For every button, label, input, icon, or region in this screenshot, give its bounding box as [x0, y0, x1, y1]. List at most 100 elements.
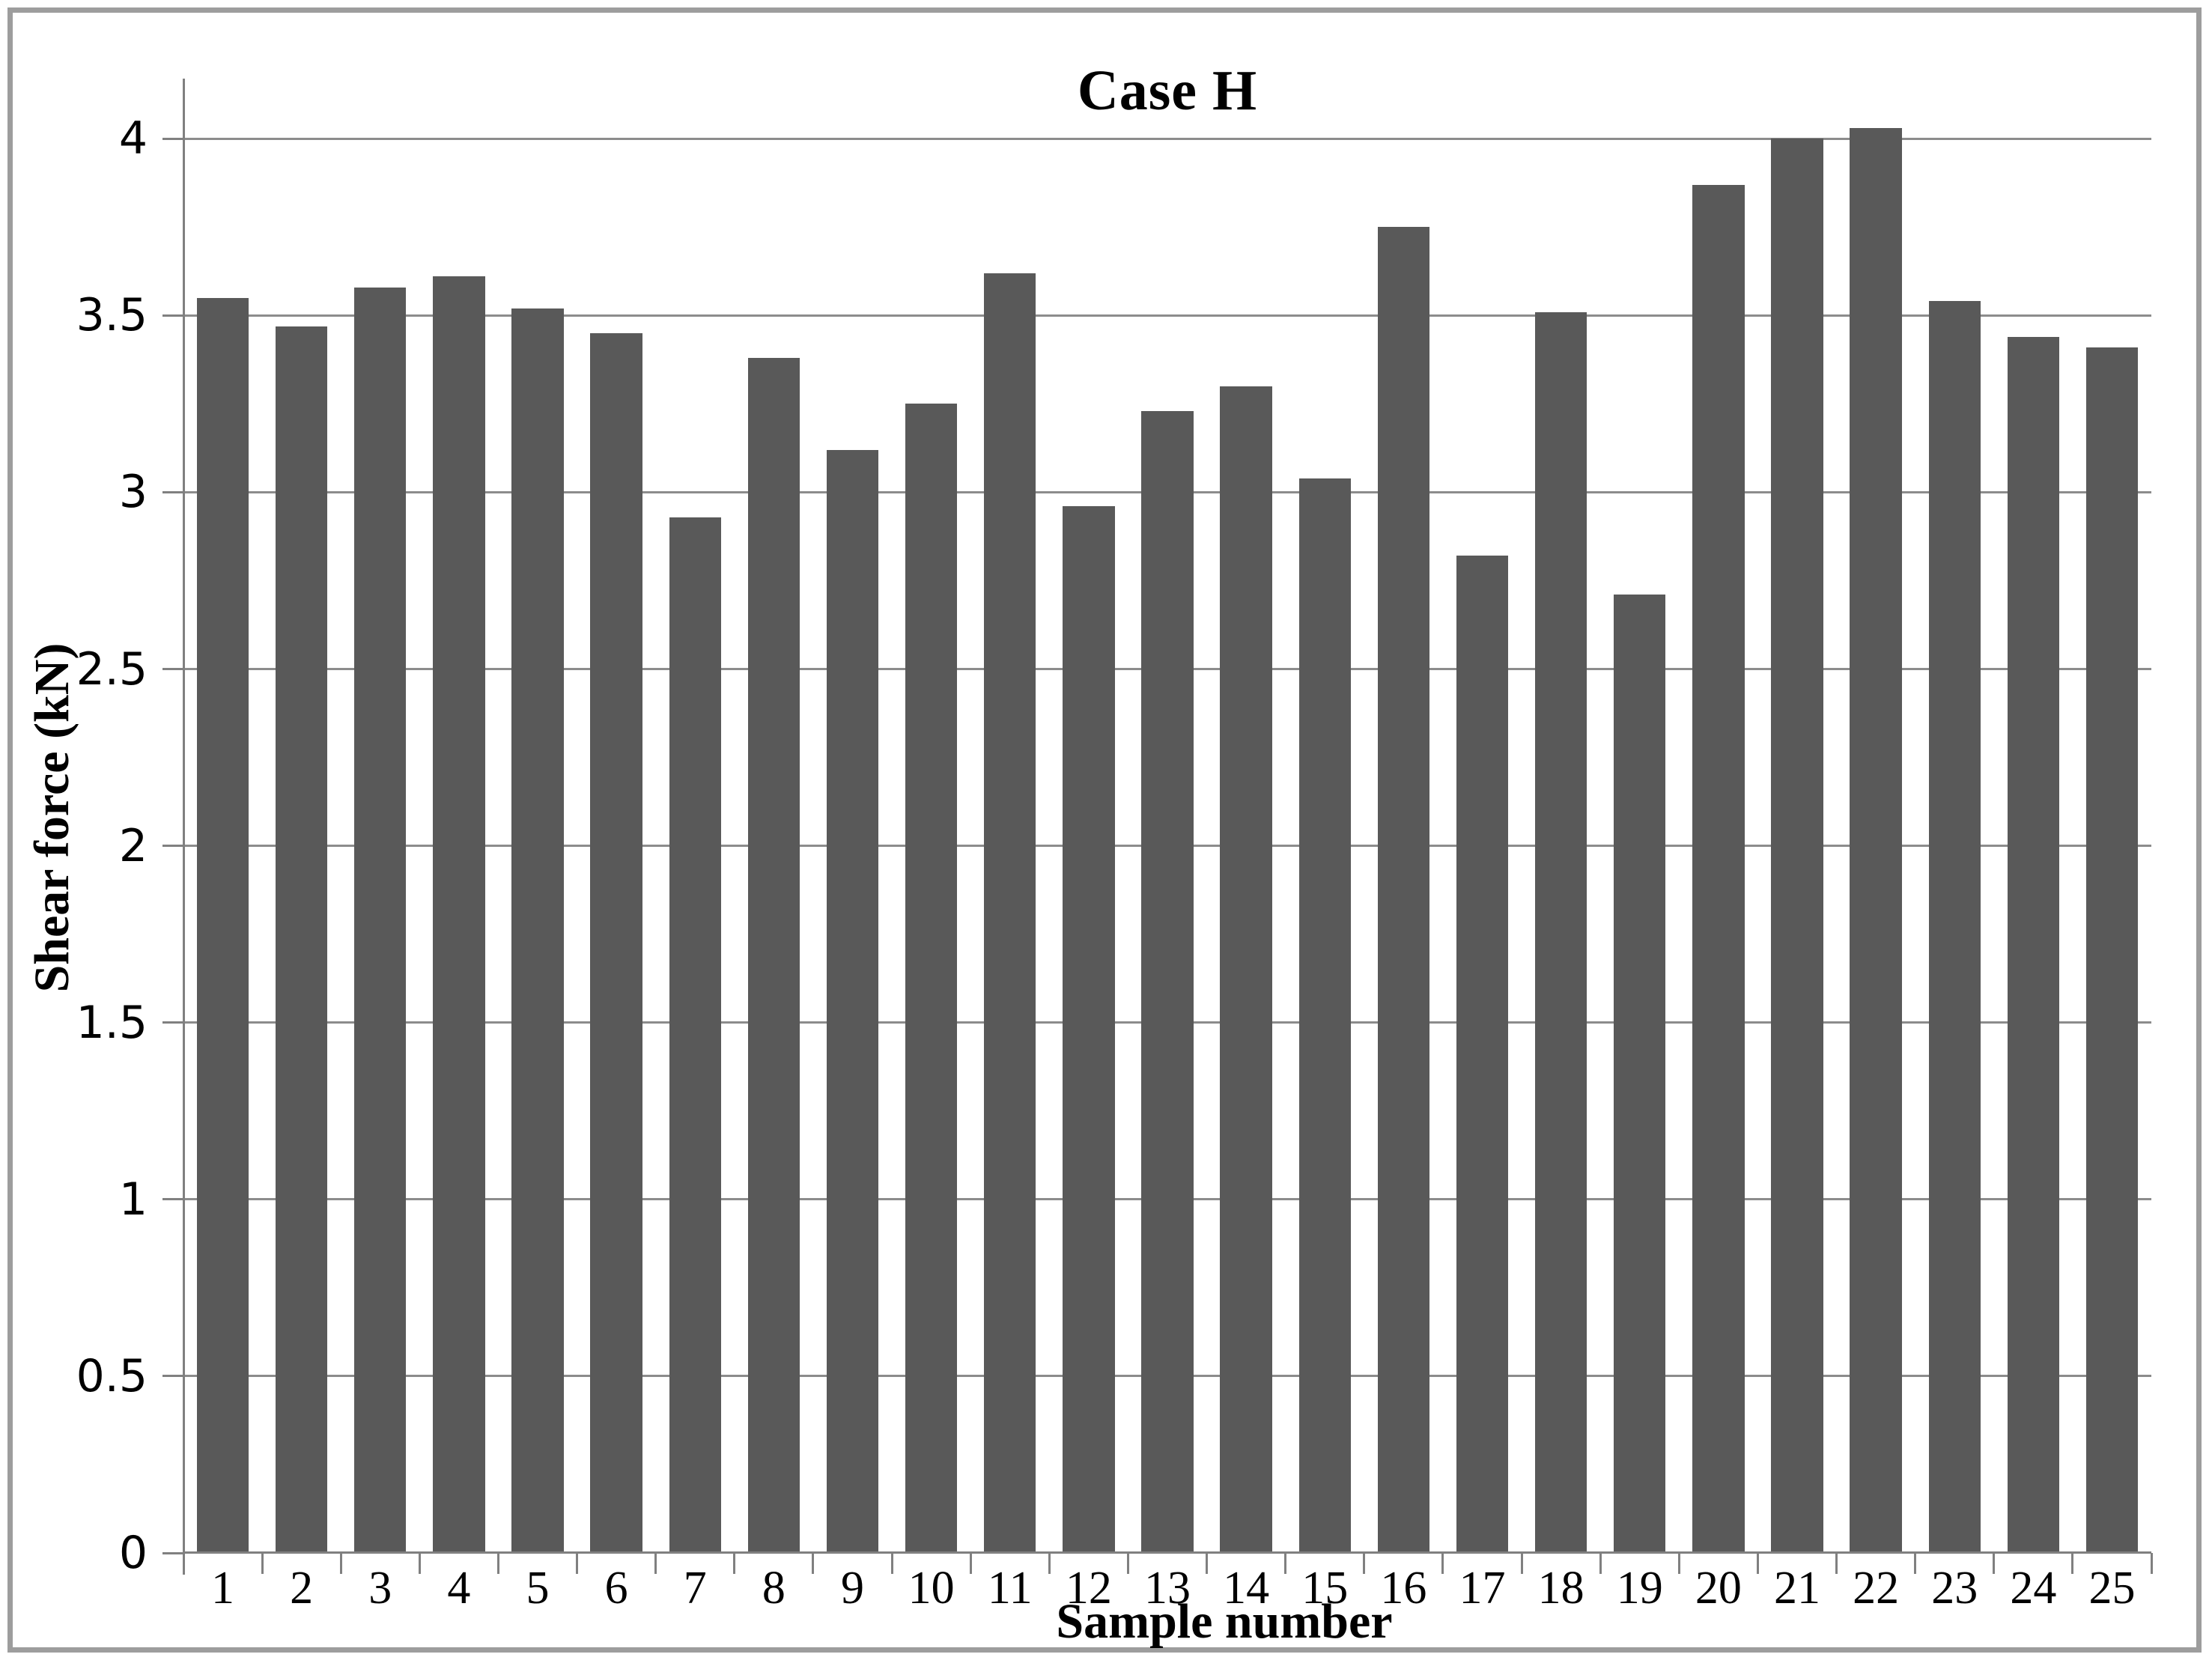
- x-tick-mark: [812, 1553, 815, 1574]
- x-tick-label-19: 19: [1616, 1563, 1663, 1614]
- x-tick-label-24: 24: [2010, 1563, 2057, 1614]
- x-tick-mark: [1206, 1553, 1209, 1574]
- x-tick-mark: [339, 1553, 342, 1574]
- bar-sample-17: [1456, 556, 1509, 1553]
- y-axis-title: Shear force (kN): [25, 642, 79, 993]
- x-tick-label-17: 17: [1459, 1563, 1506, 1614]
- y-tick-mark: [162, 137, 185, 140]
- x-tick-mark: [1599, 1553, 1602, 1574]
- bar-sample-14: [1220, 386, 1272, 1553]
- y-tick-mark: [162, 314, 185, 317]
- x-tick-mark: [1993, 1553, 1996, 1574]
- bar-sample-12: [1063, 506, 1115, 1553]
- x-tick-label-10: 10: [908, 1563, 955, 1614]
- bar-sample-15: [1298, 478, 1351, 1553]
- bar-sample-4: [433, 276, 485, 1553]
- x-tick-mark: [1284, 1553, 1287, 1574]
- y-tick-label: 4: [118, 112, 148, 165]
- x-tick-label-4: 4: [447, 1563, 471, 1614]
- gridline-y-4: [183, 137, 2151, 140]
- bar-sample-7: [669, 517, 721, 1553]
- bar-sample-10: [905, 404, 958, 1553]
- y-tick-mark: [162, 845, 185, 848]
- y-tick-label: 2: [118, 819, 148, 872]
- x-tick-mark: [1126, 1553, 1129, 1574]
- y-tick-mark: [162, 1551, 185, 1554]
- x-tick-label-22: 22: [1853, 1563, 1900, 1614]
- x-tick-mark: [576, 1553, 579, 1574]
- bar-sample-19: [1614, 595, 1666, 1553]
- bar-sample-3: [354, 287, 407, 1553]
- y-tick-label: 0.5: [76, 1349, 148, 1402]
- x-tick-label-20: 20: [1695, 1563, 1742, 1614]
- x-tick-label-23: 23: [1931, 1563, 1978, 1614]
- x-tick-mark: [654, 1553, 657, 1574]
- x-tick-mark: [2150, 1553, 2153, 1574]
- bar-sample-23: [1928, 301, 1981, 1553]
- bar-sample-9: [826, 449, 879, 1553]
- x-tick-mark: [1048, 1553, 1051, 1574]
- x-tick-label-7: 7: [683, 1563, 707, 1614]
- x-tick-label-18: 18: [1537, 1563, 1584, 1614]
- bar-sample-21: [1771, 139, 1823, 1553]
- plot-area: [183, 79, 2151, 1553]
- bar-sample-5: [511, 308, 564, 1553]
- x-tick-mark: [1677, 1553, 1680, 1574]
- x-tick-label-1: 1: [211, 1563, 235, 1614]
- x-tick-label-3: 3: [368, 1563, 392, 1614]
- x-axis-title: Sample number: [1056, 1594, 1393, 1649]
- x-axis-line: [183, 1551, 2151, 1554]
- bar-sample-11: [984, 273, 1036, 1553]
- x-tick-label-9: 9: [841, 1563, 865, 1614]
- bar-sample-16: [1377, 227, 1430, 1553]
- x-tick-mark: [969, 1553, 972, 1574]
- x-tick-label-8: 8: [762, 1563, 786, 1614]
- y-tick-label: 0: [118, 1527, 148, 1579]
- bar-sample-22: [1850, 128, 1902, 1553]
- gridline-y-3.5: [183, 314, 2151, 317]
- x-tick-mark: [496, 1553, 499, 1574]
- x-tick-mark: [2071, 1553, 2074, 1574]
- x-tick-label-15: 15: [1301, 1563, 1349, 1614]
- y-tick-label: 3.5: [76, 289, 148, 342]
- y-tick-label: 2.5: [76, 642, 148, 696]
- x-tick-label-11: 11: [987, 1563, 1033, 1614]
- x-tick-mark: [1914, 1553, 1917, 1574]
- x-tick-mark: [1756, 1553, 1759, 1574]
- y-axis-line: [183, 79, 185, 1575]
- x-tick-label-6: 6: [604, 1563, 628, 1614]
- bar-sample-25: [2085, 347, 2139, 1553]
- bar-sample-24: [2007, 336, 2059, 1553]
- x-tick-label-13: 13: [1144, 1563, 1191, 1614]
- x-tick-mark: [1363, 1553, 1366, 1574]
- x-tick-mark: [1441, 1553, 1444, 1574]
- y-tick-mark: [162, 1198, 185, 1201]
- x-tick-label-21: 21: [1773, 1563, 1820, 1614]
- x-tick-mark: [418, 1553, 421, 1574]
- bar-sample-18: [1534, 311, 1587, 1553]
- x-tick-mark: [890, 1553, 893, 1574]
- x-tick-label-2: 2: [290, 1563, 314, 1614]
- y-tick-label: 1: [118, 1173, 148, 1226]
- x-tick-label-12: 12: [1065, 1563, 1112, 1614]
- x-tick-mark: [182, 1553, 185, 1574]
- bar-sample-8: [747, 358, 800, 1553]
- y-tick-mark: [162, 1375, 185, 1378]
- y-tick-mark: [162, 668, 185, 671]
- y-tick-label: 3: [118, 466, 148, 519]
- y-tick-mark: [162, 490, 185, 493]
- x-tick-label-5: 5: [526, 1563, 550, 1614]
- bar-sample-6: [590, 332, 642, 1553]
- bar-sample-2: [275, 326, 328, 1553]
- y-tick-mark: [162, 1021, 185, 1024]
- y-tick-label: 1.5: [76, 996, 148, 1049]
- x-tick-mark: [733, 1553, 736, 1574]
- x-tick-label-25: 25: [2088, 1563, 2136, 1614]
- x-tick-mark: [1520, 1553, 1523, 1574]
- x-tick-label-16: 16: [1380, 1563, 1427, 1614]
- chart-title: Case H: [1077, 59, 1258, 122]
- bar-sample-13: [1141, 410, 1194, 1553]
- x-tick-mark: [261, 1553, 264, 1574]
- bar-sample-20: [1692, 184, 1745, 1553]
